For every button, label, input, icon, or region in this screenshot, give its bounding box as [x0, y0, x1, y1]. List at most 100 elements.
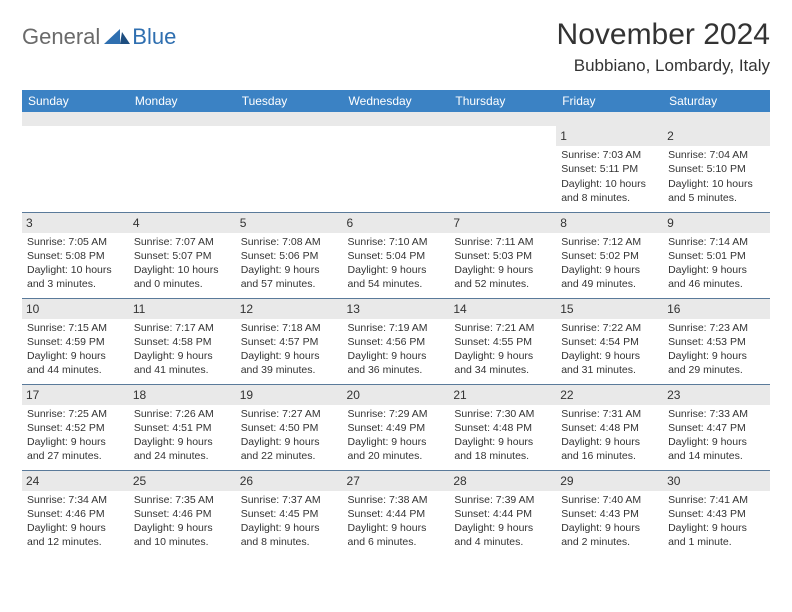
daylight-text: Daylight: 9 hours and 27 minutes. [27, 435, 124, 463]
weekday-header: Friday [556, 90, 663, 112]
sunrise-text: Sunrise: 7:26 AM [134, 407, 231, 421]
day-cell: 23Sunrise: 7:33 AMSunset: 4:47 PMDayligh… [663, 384, 770, 470]
weekday-header: Monday [129, 90, 236, 112]
daylight-text: Daylight: 9 hours and 39 minutes. [241, 349, 338, 377]
daylight-text: Daylight: 9 hours and 20 minutes. [348, 435, 445, 463]
daylight-text: Daylight: 10 hours and 0 minutes. [134, 263, 231, 291]
month-title: November 2024 [557, 18, 770, 52]
day-cell: 3Sunrise: 7:05 AMSunset: 5:08 PMDaylight… [22, 212, 129, 298]
day-number: 25 [129, 471, 236, 491]
day-cell: 10Sunrise: 7:15 AMSunset: 4:59 PMDayligh… [22, 298, 129, 384]
daylight-text: Daylight: 9 hours and 2 minutes. [561, 521, 658, 549]
sunset-text: Sunset: 4:47 PM [668, 421, 765, 435]
daylight-text: Daylight: 9 hours and 10 minutes. [134, 521, 231, 549]
calendar-week-row: 24Sunrise: 7:34 AMSunset: 4:46 PMDayligh… [22, 470, 770, 556]
sunset-text: Sunset: 5:03 PM [454, 249, 551, 263]
daylight-text: Daylight: 9 hours and 16 minutes. [561, 435, 658, 463]
day-cell: 24Sunrise: 7:34 AMSunset: 4:46 PMDayligh… [22, 470, 129, 556]
day-details: Sunrise: 7:05 AMSunset: 5:08 PMDaylight:… [26, 235, 125, 292]
calendar-week-row: 17Sunrise: 7:25 AMSunset: 4:52 PMDayligh… [22, 384, 770, 470]
day-details: Sunrise: 7:12 AMSunset: 5:02 PMDaylight:… [560, 235, 659, 292]
day-details: Sunrise: 7:15 AMSunset: 4:59 PMDaylight:… [26, 321, 125, 378]
day-number: 2 [663, 126, 770, 146]
daylight-text: Daylight: 9 hours and 8 minutes. [241, 521, 338, 549]
day-cell: 18Sunrise: 7:26 AMSunset: 4:51 PMDayligh… [129, 384, 236, 470]
weekday-header: Saturday [663, 90, 770, 112]
sunset-text: Sunset: 5:06 PM [241, 249, 338, 263]
daylight-text: Daylight: 9 hours and 4 minutes. [454, 521, 551, 549]
day-details: Sunrise: 7:23 AMSunset: 4:53 PMDaylight:… [667, 321, 766, 378]
calendar-week-row: 1Sunrise: 7:03 AMSunset: 5:11 PMDaylight… [22, 126, 770, 212]
day-number: 28 [449, 471, 556, 491]
sunrise-text: Sunrise: 7:35 AM [134, 493, 231, 507]
calendar-table: Sunday Monday Tuesday Wednesday Thursday… [22, 90, 770, 556]
day-details: Sunrise: 7:35 AMSunset: 4:46 PMDaylight:… [133, 493, 232, 550]
day-cell: 22Sunrise: 7:31 AMSunset: 4:48 PMDayligh… [556, 384, 663, 470]
sunset-text: Sunset: 5:04 PM [348, 249, 445, 263]
day-number: 11 [129, 299, 236, 319]
sunrise-text: Sunrise: 7:03 AM [561, 148, 658, 162]
sunrise-text: Sunrise: 7:31 AM [561, 407, 658, 421]
day-cell: 14Sunrise: 7:21 AMSunset: 4:55 PMDayligh… [449, 298, 556, 384]
day-number: 20 [343, 385, 450, 405]
sunrise-text: Sunrise: 7:27 AM [241, 407, 338, 421]
day-details: Sunrise: 7:30 AMSunset: 4:48 PMDaylight:… [453, 407, 552, 464]
daylight-text: Daylight: 9 hours and 36 minutes. [348, 349, 445, 377]
sunrise-text: Sunrise: 7:22 AM [561, 321, 658, 335]
day-details: Sunrise: 7:39 AMSunset: 4:44 PMDaylight:… [453, 493, 552, 550]
day-number: 24 [22, 471, 129, 491]
day-cell: 21Sunrise: 7:30 AMSunset: 4:48 PMDayligh… [449, 384, 556, 470]
day-details: Sunrise: 7:18 AMSunset: 4:57 PMDaylight:… [240, 321, 339, 378]
day-cell: 4Sunrise: 7:07 AMSunset: 5:07 PMDaylight… [129, 212, 236, 298]
weekday-header: Tuesday [236, 90, 343, 112]
day-details: Sunrise: 7:17 AMSunset: 4:58 PMDaylight:… [133, 321, 232, 378]
sunset-text: Sunset: 4:59 PM [27, 335, 124, 349]
day-number: 17 [22, 385, 129, 405]
sunrise-text: Sunrise: 7:14 AM [668, 235, 765, 249]
sunset-text: Sunset: 4:50 PM [241, 421, 338, 435]
day-details: Sunrise: 7:03 AMSunset: 5:11 PMDaylight:… [560, 148, 659, 205]
sunset-text: Sunset: 5:01 PM [668, 249, 765, 263]
day-cell: 20Sunrise: 7:29 AMSunset: 4:49 PMDayligh… [343, 384, 450, 470]
day-cell: 2Sunrise: 7:04 AMSunset: 5:10 PMDaylight… [663, 126, 770, 212]
sunset-text: Sunset: 4:48 PM [561, 421, 658, 435]
sunrise-text: Sunrise: 7:38 AM [348, 493, 445, 507]
sunrise-text: Sunrise: 7:08 AM [241, 235, 338, 249]
day-number: 30 [663, 471, 770, 491]
day-number: 5 [236, 213, 343, 233]
daylight-text: Daylight: 10 hours and 8 minutes. [561, 177, 658, 205]
sunset-text: Sunset: 4:55 PM [454, 335, 551, 349]
daylight-text: Daylight: 9 hours and 22 minutes. [241, 435, 338, 463]
sunrise-text: Sunrise: 7:10 AM [348, 235, 445, 249]
day-number: 13 [343, 299, 450, 319]
daylight-text: Daylight: 10 hours and 3 minutes. [27, 263, 124, 291]
sunset-text: Sunset: 5:08 PM [27, 249, 124, 263]
daylight-text: Daylight: 9 hours and 44 minutes. [27, 349, 124, 377]
day-cell: 13Sunrise: 7:19 AMSunset: 4:56 PMDayligh… [343, 298, 450, 384]
sunset-text: Sunset: 4:51 PM [134, 421, 231, 435]
day-cell: 19Sunrise: 7:27 AMSunset: 4:50 PMDayligh… [236, 384, 343, 470]
calendar-week-row: 10Sunrise: 7:15 AMSunset: 4:59 PMDayligh… [22, 298, 770, 384]
day-number: 21 [449, 385, 556, 405]
day-cell: 29Sunrise: 7:40 AMSunset: 4:43 PMDayligh… [556, 470, 663, 556]
day-number: 27 [343, 471, 450, 491]
day-details: Sunrise: 7:31 AMSunset: 4:48 PMDaylight:… [560, 407, 659, 464]
day-details: Sunrise: 7:19 AMSunset: 4:56 PMDaylight:… [347, 321, 446, 378]
day-details: Sunrise: 7:26 AMSunset: 4:51 PMDaylight:… [133, 407, 232, 464]
weekday-header-row: Sunday Monday Tuesday Wednesday Thursday… [22, 90, 770, 112]
day-cell: 8Sunrise: 7:12 AMSunset: 5:02 PMDaylight… [556, 212, 663, 298]
sunset-text: Sunset: 4:49 PM [348, 421, 445, 435]
day-cell: 9Sunrise: 7:14 AMSunset: 5:01 PMDaylight… [663, 212, 770, 298]
day-cell: 11Sunrise: 7:17 AMSunset: 4:58 PMDayligh… [129, 298, 236, 384]
sunrise-text: Sunrise: 7:34 AM [27, 493, 124, 507]
daylight-text: Daylight: 9 hours and 57 minutes. [241, 263, 338, 291]
day-details: Sunrise: 7:10 AMSunset: 5:04 PMDaylight:… [347, 235, 446, 292]
day-cell: 16Sunrise: 7:23 AMSunset: 4:53 PMDayligh… [663, 298, 770, 384]
location: Bubbiano, Lombardy, Italy [557, 56, 770, 76]
daylight-text: Daylight: 9 hours and 34 minutes. [454, 349, 551, 377]
day-cell: 28Sunrise: 7:39 AMSunset: 4:44 PMDayligh… [449, 470, 556, 556]
day-details: Sunrise: 7:38 AMSunset: 4:44 PMDaylight:… [347, 493, 446, 550]
sunrise-text: Sunrise: 7:04 AM [668, 148, 765, 162]
day-details: Sunrise: 7:29 AMSunset: 4:49 PMDaylight:… [347, 407, 446, 464]
daylight-text: Daylight: 9 hours and 14 minutes. [668, 435, 765, 463]
